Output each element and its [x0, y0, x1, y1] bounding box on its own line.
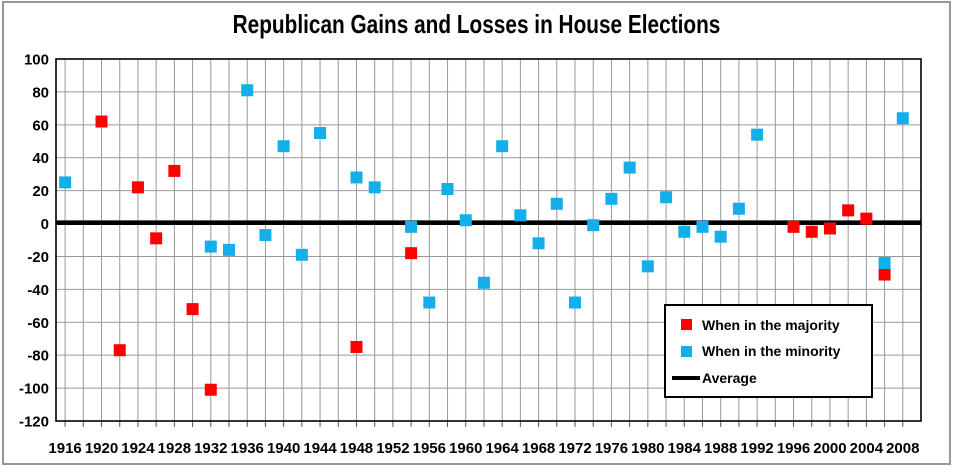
y-axis-label: 80 [32, 84, 49, 101]
x-axis-label: 2000 [813, 440, 846, 457]
data-point-majority [350, 340, 363, 353]
average-line-icon [672, 375, 700, 380]
data-point-minority [295, 248, 308, 261]
y-axis-label: -100 [19, 381, 49, 398]
x-axis-label: 1964 [485, 440, 519, 457]
data-point-minority [405, 220, 418, 233]
legend-label-minority: When in the minority [702, 343, 841, 359]
data-point-minority [605, 192, 618, 205]
data-point-minority [623, 161, 636, 174]
x-axis-label: 1932 [194, 440, 227, 457]
x-axis-label: 1992 [740, 440, 773, 457]
x-axis-label: 1936 [231, 440, 264, 457]
y-axis-label: 40 [32, 150, 49, 167]
data-point-minority [532, 237, 545, 250]
data-point-minority [751, 128, 764, 141]
legend-label-average: Average [702, 369, 757, 386]
chart-legend: When in the majority When in the minorit… [664, 304, 873, 398]
majority-swatch-icon [681, 319, 692, 330]
data-point-minority [441, 182, 454, 195]
data-point-minority [277, 140, 290, 153]
data-point-minority [59, 176, 72, 189]
data-point-minority [259, 229, 272, 242]
chart-title: Republican Gains and Losses in House Ele… [232, 9, 721, 39]
legend-item-majority: When in the majority [666, 317, 871, 333]
x-axis-label: 1952 [376, 440, 409, 457]
data-point-majority [150, 232, 163, 245]
data-point-minority [696, 220, 709, 233]
data-point-majority [842, 204, 855, 217]
x-axis-label: 1916 [48, 440, 81, 457]
data-point-majority [95, 115, 108, 128]
data-point-minority [569, 296, 581, 309]
data-point-majority [823, 222, 836, 235]
x-axis-label: 1976 [595, 440, 628, 457]
y-axis-label: -60 [27, 315, 49, 332]
y-axis-label: 20 [32, 183, 49, 200]
legend-item-minority: When in the minority [666, 343, 871, 359]
x-axis-label: 1940 [267, 440, 300, 457]
x-axis-label: 1924 [121, 440, 155, 457]
y-axis-label: 0 [41, 216, 49, 233]
x-axis-label: 1948 [340, 440, 373, 457]
data-point-minority [587, 219, 600, 232]
x-axis-label: 1980 [631, 440, 664, 457]
data-point-minority [204, 240, 217, 253]
data-point-minority [241, 84, 254, 97]
x-axis-label: 2004 [850, 440, 884, 457]
data-point-minority [714, 230, 727, 243]
data-point-minority [368, 181, 381, 194]
data-point-minority [314, 127, 327, 140]
legend-item-average: Average [666, 370, 871, 386]
y-axis-label: -20 [27, 249, 49, 266]
data-point-minority [732, 202, 745, 215]
data-point-minority [477, 276, 490, 289]
data-point-minority [660, 191, 673, 204]
data-point-minority [350, 171, 363, 184]
y-axis-label: -120 [19, 414, 49, 431]
x-axis-label: 1988 [704, 440, 737, 457]
x-axis-label: 1956 [413, 440, 446, 457]
data-point-minority [514, 209, 527, 222]
data-point-majority [168, 164, 181, 177]
y-axis-label: -40 [27, 282, 49, 299]
data-point-minority [223, 243, 235, 256]
data-point-minority [550, 197, 563, 210]
x-axis-label: 1920 [85, 440, 118, 457]
x-axis-label: 1960 [449, 440, 482, 457]
data-point-minority [423, 296, 436, 309]
data-point-majority [805, 225, 818, 238]
minority-swatch-icon [681, 345, 692, 357]
data-point-minority [496, 140, 509, 153]
data-point-minority [641, 260, 654, 273]
data-point-minority [678, 225, 691, 238]
y-axis-label: -80 [27, 348, 49, 365]
x-axis-label: 1972 [558, 440, 591, 457]
x-axis-label: 1996 [777, 440, 810, 457]
data-point-majority [131, 181, 144, 194]
data-point-majority [186, 303, 199, 316]
data-point-majority [405, 247, 418, 260]
data-point-minority [459, 214, 472, 227]
data-point-majority [204, 383, 217, 396]
data-point-majority [113, 344, 126, 357]
x-axis-label: 2008 [886, 440, 919, 457]
x-axis-label: 1984 [668, 440, 702, 457]
x-axis-label: 1968 [522, 440, 555, 457]
data-point-majority [860, 212, 873, 225]
data-point-majority [878, 268, 891, 281]
plot-border [55, 58, 922, 422]
legend-label-majority: When in the majority [702, 316, 840, 333]
x-axis-label: 1944 [303, 440, 337, 457]
data-point-minority [878, 257, 891, 270]
data-point-majority [787, 220, 800, 233]
y-axis-label: 100 [24, 52, 49, 69]
data-point-minority [896, 112, 909, 125]
y-axis-label: 60 [32, 117, 49, 134]
x-axis-label: 1928 [158, 440, 191, 457]
